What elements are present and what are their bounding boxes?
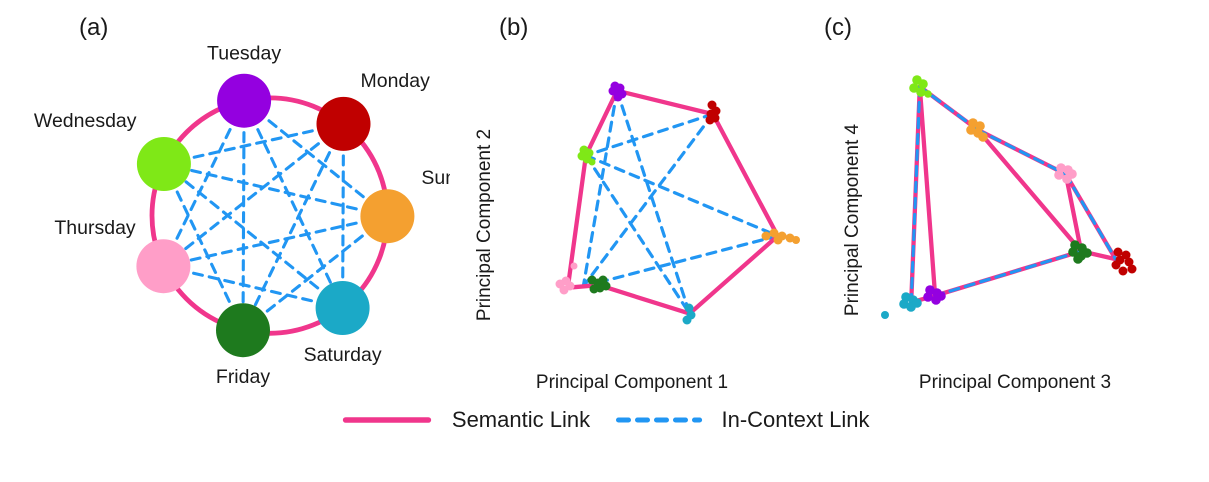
svg-text:Principal Component 4: Principal Component 4	[842, 123, 863, 316]
svg-text:Principal Component 1: Principal Component 1	[536, 372, 728, 393]
svg-text:Semantic Link: Semantic Link	[452, 407, 591, 432]
svg-text:In-Context Link: In-Context Link	[722, 407, 871, 432]
svg-text:Friday: Friday	[216, 366, 270, 388]
svg-text:Saturday: Saturday	[304, 344, 382, 366]
svg-text:Sunday: Sunday	[421, 167, 450, 189]
svg-text:Monday: Monday	[361, 70, 431, 92]
svg-text:Tuesday: Tuesday	[207, 43, 281, 65]
svg-text:Principal Component 2: Principal Component 2	[474, 129, 495, 321]
svg-text:Wednesday: Wednesday	[34, 110, 137, 132]
svg-text:Thursday: Thursday	[54, 217, 136, 239]
svg-text:Principal Component 3: Principal Component 3	[919, 372, 1111, 393]
